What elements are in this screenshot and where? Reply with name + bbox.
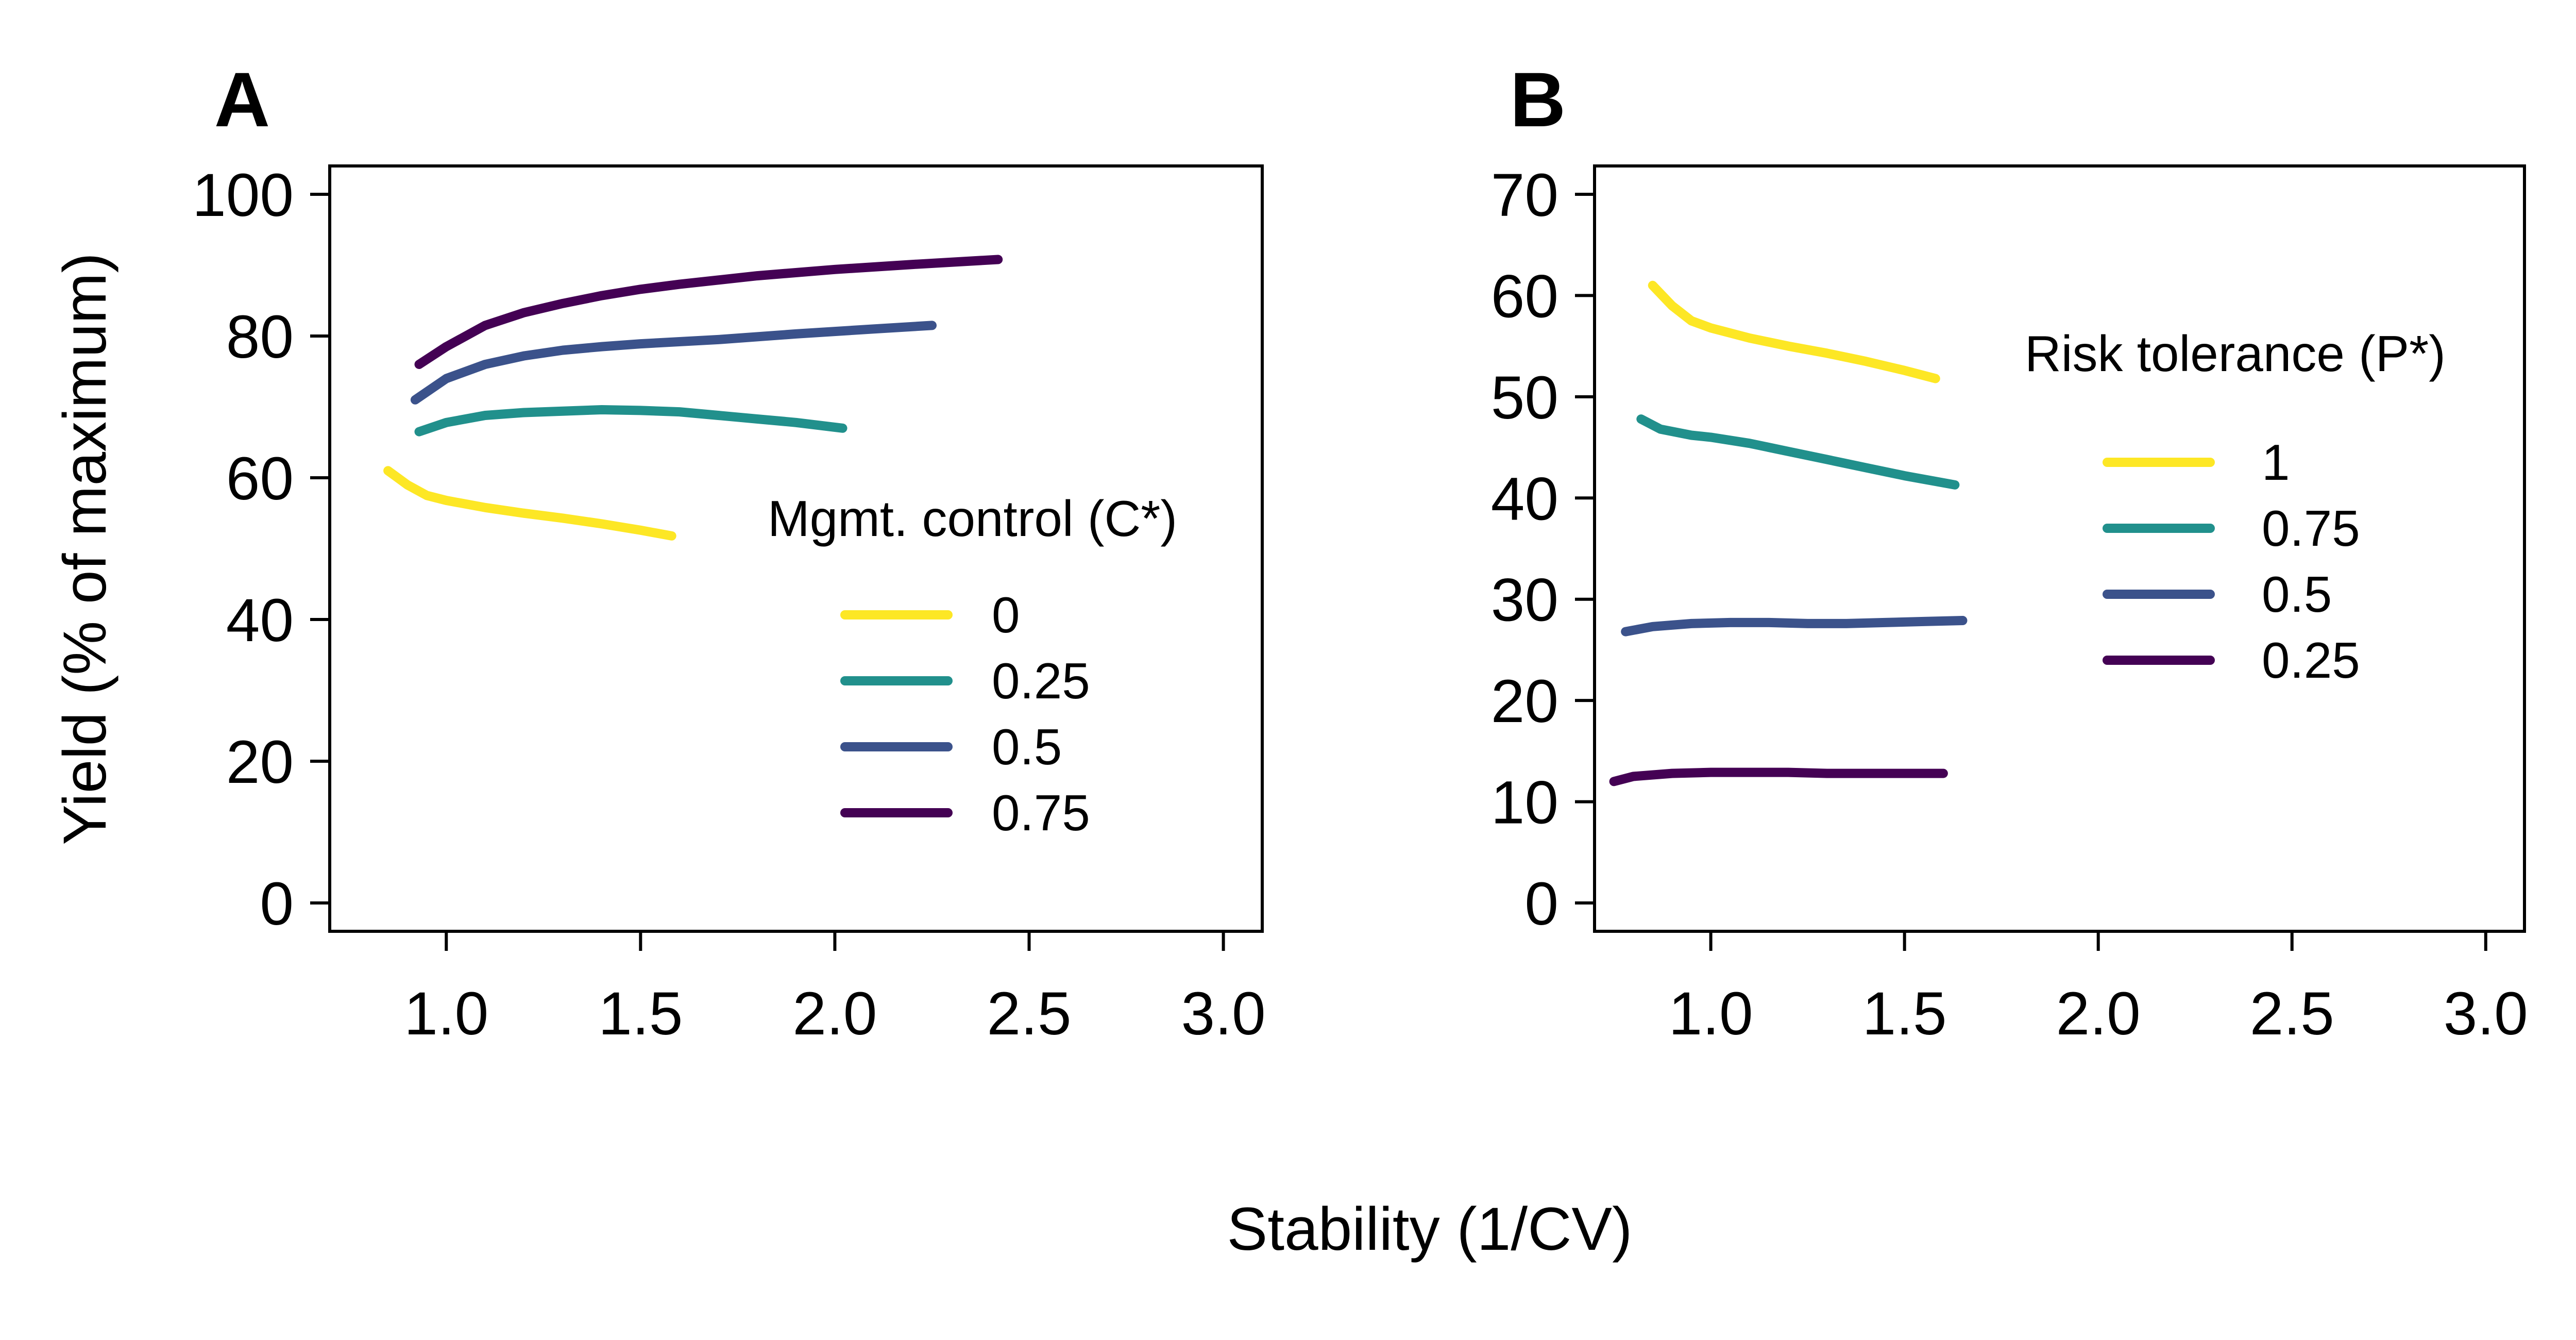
panel-a-series-line-2 <box>410 321 937 405</box>
panel-b-series-line-3 <box>1609 767 1948 786</box>
panel-b-series-line-0 <box>1648 280 1940 383</box>
panel-b-x-tick-label-0: 1.0 <box>1669 980 1753 1048</box>
panel-b-y-tick-label-2: 20 <box>1491 667 1558 735</box>
shared-x-axis-title: Stability (1/CV) <box>1227 1195 1633 1263</box>
panel-b-y-tick-label-5: 50 <box>1491 364 1558 432</box>
panel-b-legend-label-1: 0.75 <box>2262 500 2360 557</box>
panel-a-y-tick-label-1: 20 <box>226 728 294 796</box>
panel-b-legend-title: Risk tolerance (P*) <box>2025 325 2446 382</box>
panel-letter-b: B <box>1510 56 1566 143</box>
panel-b-x-tick-label-2: 2.0 <box>2056 980 2141 1048</box>
panel-a-series <box>383 255 1003 541</box>
panel-a-x-tick-label-0: 1.0 <box>404 980 488 1048</box>
panel-a-x-tick-label-1: 1.5 <box>598 980 683 1048</box>
panel-a-plot-frame <box>328 164 1264 933</box>
panel-b-plot-frame <box>1593 164 2526 933</box>
panel-letter-a: A <box>214 56 270 143</box>
panel-a-y-tick-label-0: 0 <box>260 870 294 938</box>
panel-b-y-tick-label-1: 10 <box>1491 769 1558 837</box>
panel-b-legend-label-2: 0.5 <box>2262 566 2332 623</box>
panel-b-series-line-1 <box>1636 414 1960 490</box>
panel-a-legend-label-2: 0.5 <box>992 718 1062 775</box>
panel-a-x-tick-label-3: 2.5 <box>987 980 1071 1048</box>
panel-b-legend-entries: 1 0.75 0.5 0.25 <box>2103 434 2360 689</box>
panel-b-y-tick-label-4: 40 <box>1491 465 1558 533</box>
panel-a-y-tick-label-3: 60 <box>226 445 294 513</box>
panel-a-legend-label-3: 0.75 <box>992 784 1090 841</box>
panel-a-legend-label-0: 0 <box>992 587 1020 643</box>
panel-b-x-tick-label-4: 3.0 <box>2444 980 2528 1048</box>
panel-b-y-tick-label-3: 30 <box>1491 566 1558 634</box>
panel-a-y-tick-label-5: 100 <box>192 161 294 229</box>
panel-a-x-tick-label-4: 3.0 <box>1181 980 1266 1048</box>
panel-a-y-ticks: 0 20 40 60 80 100 <box>192 161 330 938</box>
panel-a-x-ticks: 1.0 1.5 2.0 2.5 3.0 <box>404 931 1266 1048</box>
panel-a-legend: Mgmt. control (C*) 0 0.25 0.5 0.75 <box>768 490 1177 841</box>
panel-a-y-axis-title: Yield (% of maximum) <box>51 253 119 845</box>
panel-b-y-tick-label-7: 70 <box>1491 161 1558 229</box>
panel-b: B 1.0 1.5 2.0 2.5 3.0 0 10 20 30 40 50 60 70 Risk t… <box>1491 56 2528 1048</box>
panel-a-x-tick-label-2: 2.0 <box>792 980 877 1048</box>
panel-b-y-ticks: 0 10 20 30 40 50 60 70 <box>1491 161 1595 938</box>
panel-b-series <box>1609 280 1968 786</box>
panel-a-series-line-1 <box>414 405 848 437</box>
panel-a-series-line-3 <box>414 255 1003 369</box>
panel-a-legend-title: Mgmt. control (C*) <box>768 490 1177 547</box>
panel-b-legend: Risk tolerance (P*) 1 0.75 0.5 0.25 <box>2025 325 2446 689</box>
panel-a-legend-label-1: 0.25 <box>992 652 1090 709</box>
panel-b-x-tick-label-1: 1.5 <box>1862 980 1947 1048</box>
panel-b-y-tick-label-0: 0 <box>1524 870 1558 938</box>
panel-b-legend-label-0: 1 <box>2262 434 2290 491</box>
panel-b-legend-label-3: 0.25 <box>2262 632 2360 689</box>
panel-a: A 1.0 1.5 2.0 2.5 3.0 0 20 40 60 80 100 Yield (% … <box>51 56 1266 1048</box>
panel-a-legend-entries: 0 0.25 0.5 0.75 <box>840 587 1090 841</box>
panel-a-y-tick-label-2: 40 <box>226 587 294 655</box>
panel-a-series-line-0 <box>383 466 676 541</box>
panel-b-x-tick-label-3: 2.5 <box>2250 980 2334 1048</box>
panel-a-y-tick-label-4: 80 <box>226 303 294 371</box>
panel-b-y-tick-label-6: 60 <box>1491 262 1558 330</box>
panel-b-x-ticks: 1.0 1.5 2.0 2.5 3.0 <box>1669 931 2528 1048</box>
panel-b-series-line-2 <box>1621 616 1968 636</box>
